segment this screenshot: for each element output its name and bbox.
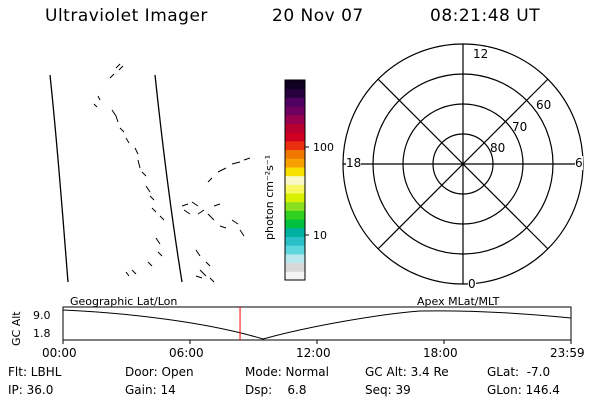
- coastline: [93, 63, 251, 283]
- ip-label: IP: 36.0: [8, 383, 54, 397]
- gc-altitude-label: GC Alt: 3.4 Re: [365, 365, 449, 379]
- colorbar-cell: [285, 175, 305, 185]
- gain-label: Gain: 14: [125, 383, 176, 397]
- altitude-curve: [62, 309, 572, 340]
- polar-ring-label-80: 80: [490, 141, 506, 155]
- polar-ring-label-70: 70: [512, 120, 528, 134]
- mode-label: Mode: Normal: [245, 365, 329, 379]
- polar-ring-label-60: 60: [536, 98, 552, 112]
- colorbar-cell: [285, 219, 305, 229]
- x-axis-ticks: [62, 340, 572, 344]
- x-tick-1200: 12:00: [296, 346, 331, 360]
- x-tick-2359: 23:59: [550, 346, 585, 360]
- polar-label-bottom: 0: [468, 277, 476, 291]
- colorbar-cell: [285, 210, 305, 220]
- colorbar-cell: [285, 271, 305, 281]
- colorbar-cell: [285, 201, 305, 211]
- colorbar-cell: [285, 114, 305, 124]
- colorbar-cell: [285, 158, 305, 168]
- colorbar-cell: [285, 88, 305, 98]
- colorbar-cell: [285, 123, 305, 133]
- altitude-tick-high: 9.0: [33, 309, 51, 322]
- colorbar-cell: [285, 80, 305, 90]
- colorbar-cell: [285, 184, 305, 194]
- colorbar-tick-10: 10: [313, 229, 327, 242]
- colorbar-cell: [285, 149, 305, 159]
- colorbar-cell: [285, 193, 305, 203]
- flight-filter-label: Flt: LBHL: [8, 365, 62, 379]
- door-status-label: Door: Open: [125, 365, 194, 379]
- colorbar-cell: [285, 253, 305, 264]
- sequence-label: Seq: 39: [365, 383, 411, 397]
- colorbar-cell: [285, 262, 305, 272]
- glat-label: GLat: -7.0: [487, 365, 551, 379]
- colorbar-cell: [285, 245, 305, 255]
- glon-label: GLon: 146.4: [487, 383, 560, 397]
- polar-label-right: 6: [575, 156, 583, 170]
- x-tick-1800: 18:00: [423, 346, 458, 360]
- colorbar-cell: [285, 132, 305, 142]
- geographic-label: Geographic Lat/Lon: [70, 295, 178, 308]
- colorbar-cell: [285, 227, 305, 238]
- polar-label-top: 12: [473, 47, 489, 61]
- instrument-title: Ultraviolet Imager: [45, 6, 208, 26]
- polar-diagonal-2: [377, 78, 549, 250]
- colorbar-cell: [285, 97, 305, 107]
- date-label: 20 Nov 07: [272, 6, 364, 26]
- colorbar-cell: [285, 236, 305, 246]
- apex-label: Apex MLat/MLT: [417, 295, 500, 308]
- time-label: 08:21:48 UT: [430, 6, 541, 26]
- polar-label-left: 18: [346, 156, 362, 170]
- colorbar-cell: [285, 106, 305, 116]
- colorbar-cell: [285, 166, 305, 177]
- meridian-line-left: [49, 74, 69, 283]
- x-tick-0000: 00:00: [42, 346, 77, 360]
- x-tick-0600: 06:00: [169, 346, 204, 360]
- meridian-line-right: [154, 74, 183, 283]
- altitude-tick-low: 1.8: [33, 327, 51, 340]
- colorbar-tick-100: 100: [313, 141, 334, 154]
- colorbar-cell: [285, 140, 305, 151]
- dsp-label: Dsp: 6.8: [245, 383, 307, 397]
